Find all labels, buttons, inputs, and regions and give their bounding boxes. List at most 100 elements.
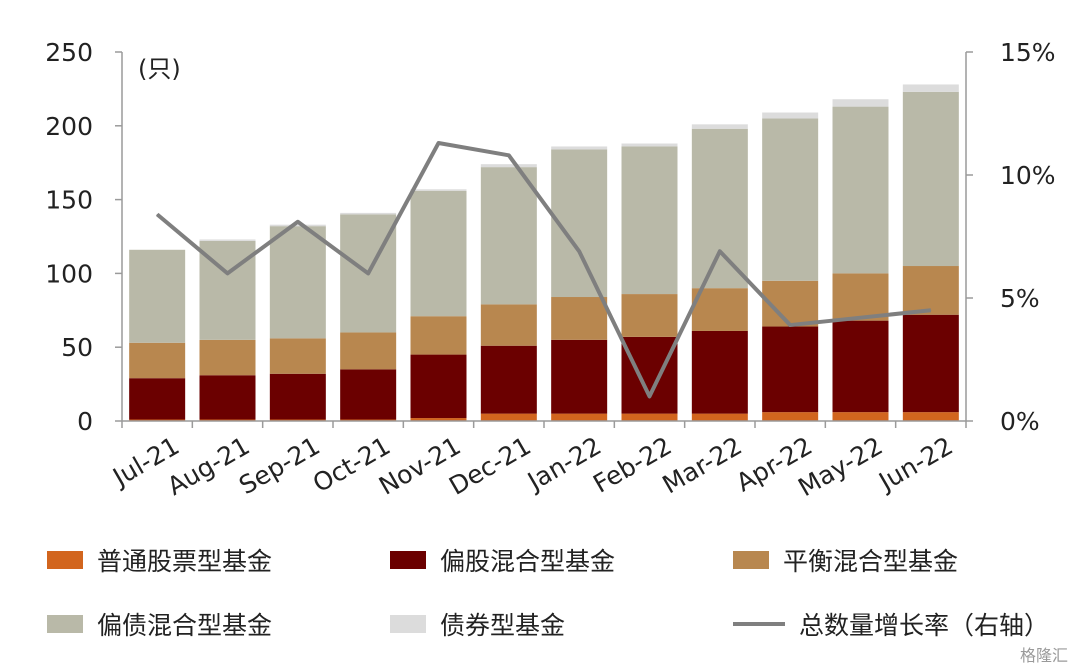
- bar-segment-4: [410, 189, 467, 191]
- bar-segment-4: [832, 99, 889, 107]
- growth-point: [719, 250, 721, 252]
- bar-segment-0: [762, 412, 819, 421]
- watermark: 格隆汇: [1019, 646, 1068, 665]
- legend-item-bond-hybrid: 偏债混合型基金: [47, 604, 272, 644]
- bar-segment-0: [691, 413, 748, 421]
- legend-swatch-bond-hybrid: [47, 615, 83, 633]
- bar-segment-3: [129, 249, 186, 343]
- bar-segment-1: [902, 314, 959, 413]
- x-tick-label: Jun-22: [872, 431, 957, 497]
- legend-swatch-balanced: [733, 551, 769, 569]
- bar-segment-4: [902, 84, 959, 92]
- bar-segment-2: [199, 339, 256, 376]
- legend: 普通股票型基金 偏股混合型基金 平衡混合型基金 偏债混合型基金 债券型基金 总数…: [0, 530, 1080, 650]
- bar-segment-1: [480, 345, 537, 414]
- legend-swatch-equity-hybrid: [390, 551, 426, 569]
- growth-line-layer: [155, 141, 932, 399]
- chart: 0 50 100 150 200 250 0% 5% 10% 15% Jul-21Aug-21S…: [45, 38, 1056, 502]
- bar-segment-0: [832, 412, 889, 421]
- bar-segment-3: [832, 106, 889, 274]
- right-tick-label: 10%: [1000, 161, 1056, 190]
- left-tick-label: 50: [61, 333, 93, 362]
- bar-segment-4: [691, 124, 748, 129]
- bar-segment-4: [480, 164, 537, 168]
- bar-segment-3: [269, 226, 326, 339]
- bar-segment-0: [902, 412, 959, 421]
- left-axis-ticks: 0 50 100 150 200 250: [45, 38, 122, 436]
- bar-segment-2: [621, 294, 678, 337]
- legend-label-stock: 普通股票型基金: [97, 547, 273, 576]
- growth-point: [438, 142, 439, 144]
- bar-segment-2: [832, 273, 889, 321]
- growth-point: [930, 309, 932, 311]
- bar-segment-0: [410, 418, 467, 421]
- growth-point: [156, 213, 158, 215]
- bar-segment-0: [621, 413, 678, 421]
- legend-label-bond-hybrid: 偏债混合型基金: [97, 611, 273, 640]
- x-tick-label: Sep-21: [234, 431, 325, 500]
- growth-point: [367, 272, 369, 274]
- x-tick-label: Jan-22: [521, 431, 606, 497]
- bar-segment-4: [269, 224, 326, 227]
- bar-segment-4: [762, 112, 819, 119]
- bar-segment-2: [340, 332, 397, 370]
- bar-segment-2: [691, 288, 748, 331]
- legend-item-equity-hybrid: 偏股混合型基金: [390, 540, 615, 580]
- x-tick-label: Dec-21: [444, 431, 536, 501]
- legend-item-stock: 普通股票型基金: [47, 540, 272, 580]
- growth-point: [860, 317, 861, 319]
- axes: [121, 52, 967, 428]
- bar-segment-1: [129, 378, 186, 420]
- legend-label-equity-hybrid: 偏股混合型基金: [440, 547, 616, 576]
- bar-segment-1: [551, 339, 608, 414]
- bar-segment-2: [129, 342, 186, 379]
- growth-point: [789, 324, 791, 326]
- bar-segment-4: [340, 212, 397, 215]
- bar-segment-1: [621, 336, 678, 414]
- bar-segment-2: [551, 297, 608, 340]
- legend-swatch-stock: [47, 551, 83, 569]
- left-tick-label: 250: [45, 38, 93, 67]
- x-tick-label: Feb-22: [588, 431, 676, 499]
- bar-segment-1: [340, 369, 397, 420]
- growth-point: [227, 272, 228, 274]
- bar-segment-0: [480, 413, 537, 421]
- x-tick-label: Aug-21: [162, 431, 254, 501]
- bar-segment-3: [902, 91, 959, 267]
- growth-point: [297, 221, 299, 223]
- right-axis-ticks: 0% 5% 10% 15%: [966, 38, 1056, 436]
- legend-item-balanced: 平衡混合型基金: [733, 540, 958, 580]
- bar-segment-1: [410, 354, 467, 419]
- bar-segment-4: [551, 146, 608, 150]
- legend-label-growth: 总数量增长率（右轴）: [799, 611, 1050, 640]
- legend-item-growth: 总数量增长率（右轴）: [733, 604, 1049, 644]
- legend-swatch-bond: [390, 615, 426, 633]
- growth-point: [649, 395, 650, 397]
- growth-point: [578, 250, 580, 252]
- left-tick-label: 200: [45, 112, 93, 141]
- legend-label-bond: 债券型基金: [440, 611, 566, 640]
- bar-segment-2: [410, 316, 467, 355]
- bar-segment-3: [410, 190, 467, 317]
- bar-segment-3: [621, 146, 678, 295]
- left-tick-label: 150: [45, 186, 93, 215]
- right-tick-label: 15%: [1000, 38, 1056, 67]
- bar-segment-2: [480, 304, 537, 346]
- x-axis-ticks: Jul-21Aug-21Sep-21Oct-21Nov-21Dec-21Jan-…: [106, 431, 957, 502]
- left-tick-label: 100: [45, 259, 93, 288]
- right-tick-label: 0%: [1000, 407, 1040, 436]
- bar-segment-4: [621, 143, 678, 147]
- unit-label: (只): [138, 55, 181, 83]
- bar-segment-1: [269, 373, 326, 420]
- bar-segment-1: [832, 320, 889, 413]
- bar-segment-4: [199, 239, 256, 241]
- bar-segment-1: [762, 326, 819, 413]
- bar-segment-3: [762, 118, 819, 281]
- bar-segment-3: [691, 128, 748, 289]
- legend-item-bond: 债券型基金: [390, 604, 565, 644]
- left-tick-label: 0: [77, 407, 93, 436]
- bar-segment-2: [902, 266, 959, 315]
- legend-swatch-growth: [733, 622, 785, 626]
- growth-line: [155, 141, 932, 399]
- x-tick-label: Mar-22: [658, 431, 747, 499]
